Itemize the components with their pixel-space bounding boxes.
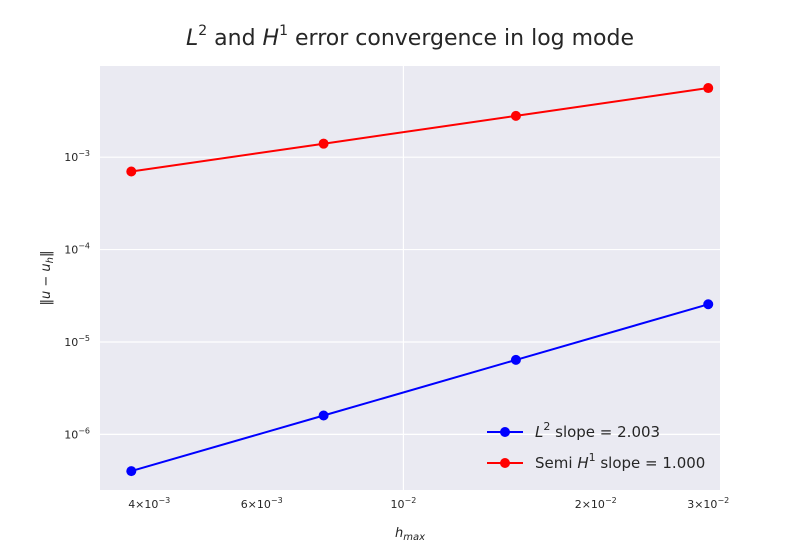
y-tick-label: 10−3 [64, 149, 90, 164]
series-lines [126, 83, 714, 477]
y-axis: 10−6 10−5 10−4 10−3 [64, 149, 90, 441]
y-axis-label: ‖u − uh‖ [39, 251, 56, 306]
series-line-0 [131, 303, 709, 473]
x-axis: 4×10−3 6×10−3 10−2 2×10−2 3×10−2 [128, 496, 729, 511]
series-line-1 [131, 87, 709, 173]
data-point [510, 110, 521, 121]
legend-marker-h1 [500, 458, 510, 468]
x-tick-label: 4×10−3 [128, 496, 170, 511]
data-point [703, 299, 714, 310]
legend-label-h1: Semi H1 slope = 1.000 [535, 451, 705, 472]
x-tick-label: 3×10−2 [687, 496, 729, 511]
chart-title: L2 and H1 error convergence in log mode [186, 23, 634, 51]
y-tick-label: 10−5 [64, 334, 90, 349]
data-point [318, 138, 329, 149]
data-point [318, 410, 329, 421]
x-axis-label: hmax [395, 526, 425, 543]
x-tick-label: 10−2 [391, 496, 417, 511]
plot-area [100, 66, 720, 490]
y-tick-label: 10−4 [64, 242, 90, 257]
y-tick-label: 10−6 [64, 426, 90, 441]
grid [100, 66, 720, 490]
legend-marker-l2 [500, 427, 510, 437]
data-point [126, 466, 137, 477]
data-point [703, 83, 714, 94]
x-tick-label: 6×10−3 [241, 496, 283, 511]
legend-label-l2: L2 slope = 2.003 [535, 420, 660, 441]
legend: L2 slope = 2.003 Semi H1 slope = 1.000 [487, 420, 705, 472]
x-tick-label: 2×10−2 [575, 496, 617, 511]
data-point [510, 354, 521, 365]
data-point [126, 166, 137, 177]
